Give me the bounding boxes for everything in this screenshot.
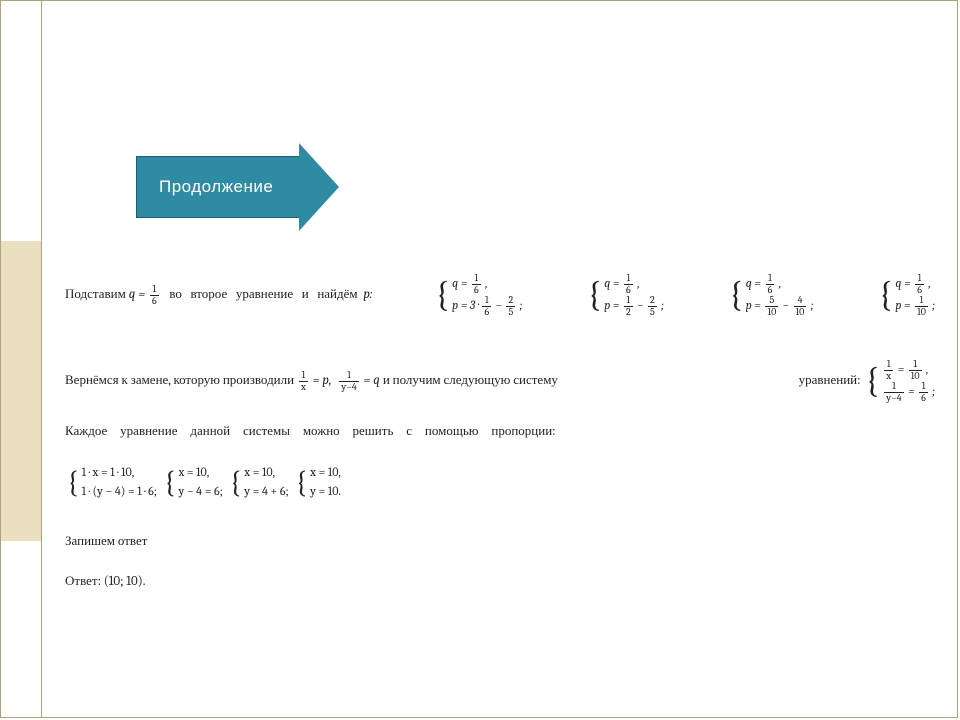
- word: данной: [190, 424, 230, 439]
- word: Подставим: [65, 287, 126, 302]
- system-4: { q = 16 , p = 110 ;: [878, 273, 935, 317]
- word: уравнение: [236, 287, 293, 302]
- word: можно: [303, 424, 340, 439]
- word: пропорции:: [491, 424, 555, 439]
- row-substitute: Подставим q = 16 во второе уравнение и н…: [1, 273, 957, 317]
- text: Подставим q = 16 во второе уравнение и н…: [65, 284, 372, 306]
- eq: q = 16: [129, 287, 164, 302]
- sys-d: { x = 10,y = 10.: [296, 463, 341, 501]
- text: Запишем ответ: [65, 534, 147, 549]
- row-write-answer: Запишем ответ: [1, 533, 957, 549]
- word: найдём: [317, 287, 357, 302]
- phrase: и получим следующую систему: [383, 373, 558, 388]
- var-p: p:: [363, 287, 372, 302]
- phrase-tail: уравнений: { 1x = 110 , 1y−4 = 16 ;: [799, 359, 937, 403]
- word: системы: [243, 424, 290, 439]
- slide: Продолжение Подставим q = 16 во второе у…: [0, 0, 958, 718]
- row-solve-systems: { 1 · x = 1 · 10,1 · (y − 4) = 1 · 6; { …: [1, 463, 957, 501]
- row-answer: Ответ: (10; 10).: [1, 573, 957, 589]
- word: решить: [353, 424, 394, 439]
- word: с: [406, 424, 412, 439]
- sys-b: { x = 10,y − 4 = 6;: [164, 463, 223, 501]
- row-proportion-note: Каждое уравнение данной системы можно ре…: [1, 423, 957, 439]
- title-arrow: Продолжение: [136, 156, 339, 218]
- text: Вернёмся к замене, которую производили 1…: [65, 370, 558, 392]
- word: во: [169, 287, 182, 302]
- word: и: [302, 287, 309, 302]
- word: уравнение: [120, 424, 177, 439]
- arrow-head-icon: [299, 143, 339, 231]
- eq: 1x = p,: [297, 373, 332, 388]
- word: Каждое: [65, 424, 107, 439]
- word: помощью: [425, 424, 479, 439]
- sys-c: { x = 10,y = 4 + 6;: [230, 463, 289, 501]
- word: второе: [190, 287, 227, 302]
- eq: 1y−4 = q: [337, 373, 380, 388]
- row-return-substitution: Вернёмся к замене, которую производили 1…: [1, 359, 957, 403]
- eq-left: q =: [129, 287, 145, 302]
- title-arrow-label: Продолжение: [136, 156, 299, 218]
- word: уравнений:: [799, 373, 861, 388]
- sys-a: { 1 · x = 1 · 10,1 · (y − 4) = 1 · 6;: [67, 463, 157, 501]
- system-3: { q = 16 , p = 510 − 410 ;: [729, 273, 814, 317]
- system-2: { q = 16 , p = 12 − 25 ;: [587, 273, 664, 317]
- system-result: { 1x = 110 , 1y−4 = 16 ;: [865, 359, 935, 403]
- fraction: 16: [148, 284, 161, 306]
- system-1: { q = 16 , p = 3 · 16 − 25 ;: [435, 273, 522, 317]
- text: Ответ: (10; 10).: [65, 574, 145, 589]
- phrase: Вернёмся к замене, которую производили: [65, 373, 294, 388]
